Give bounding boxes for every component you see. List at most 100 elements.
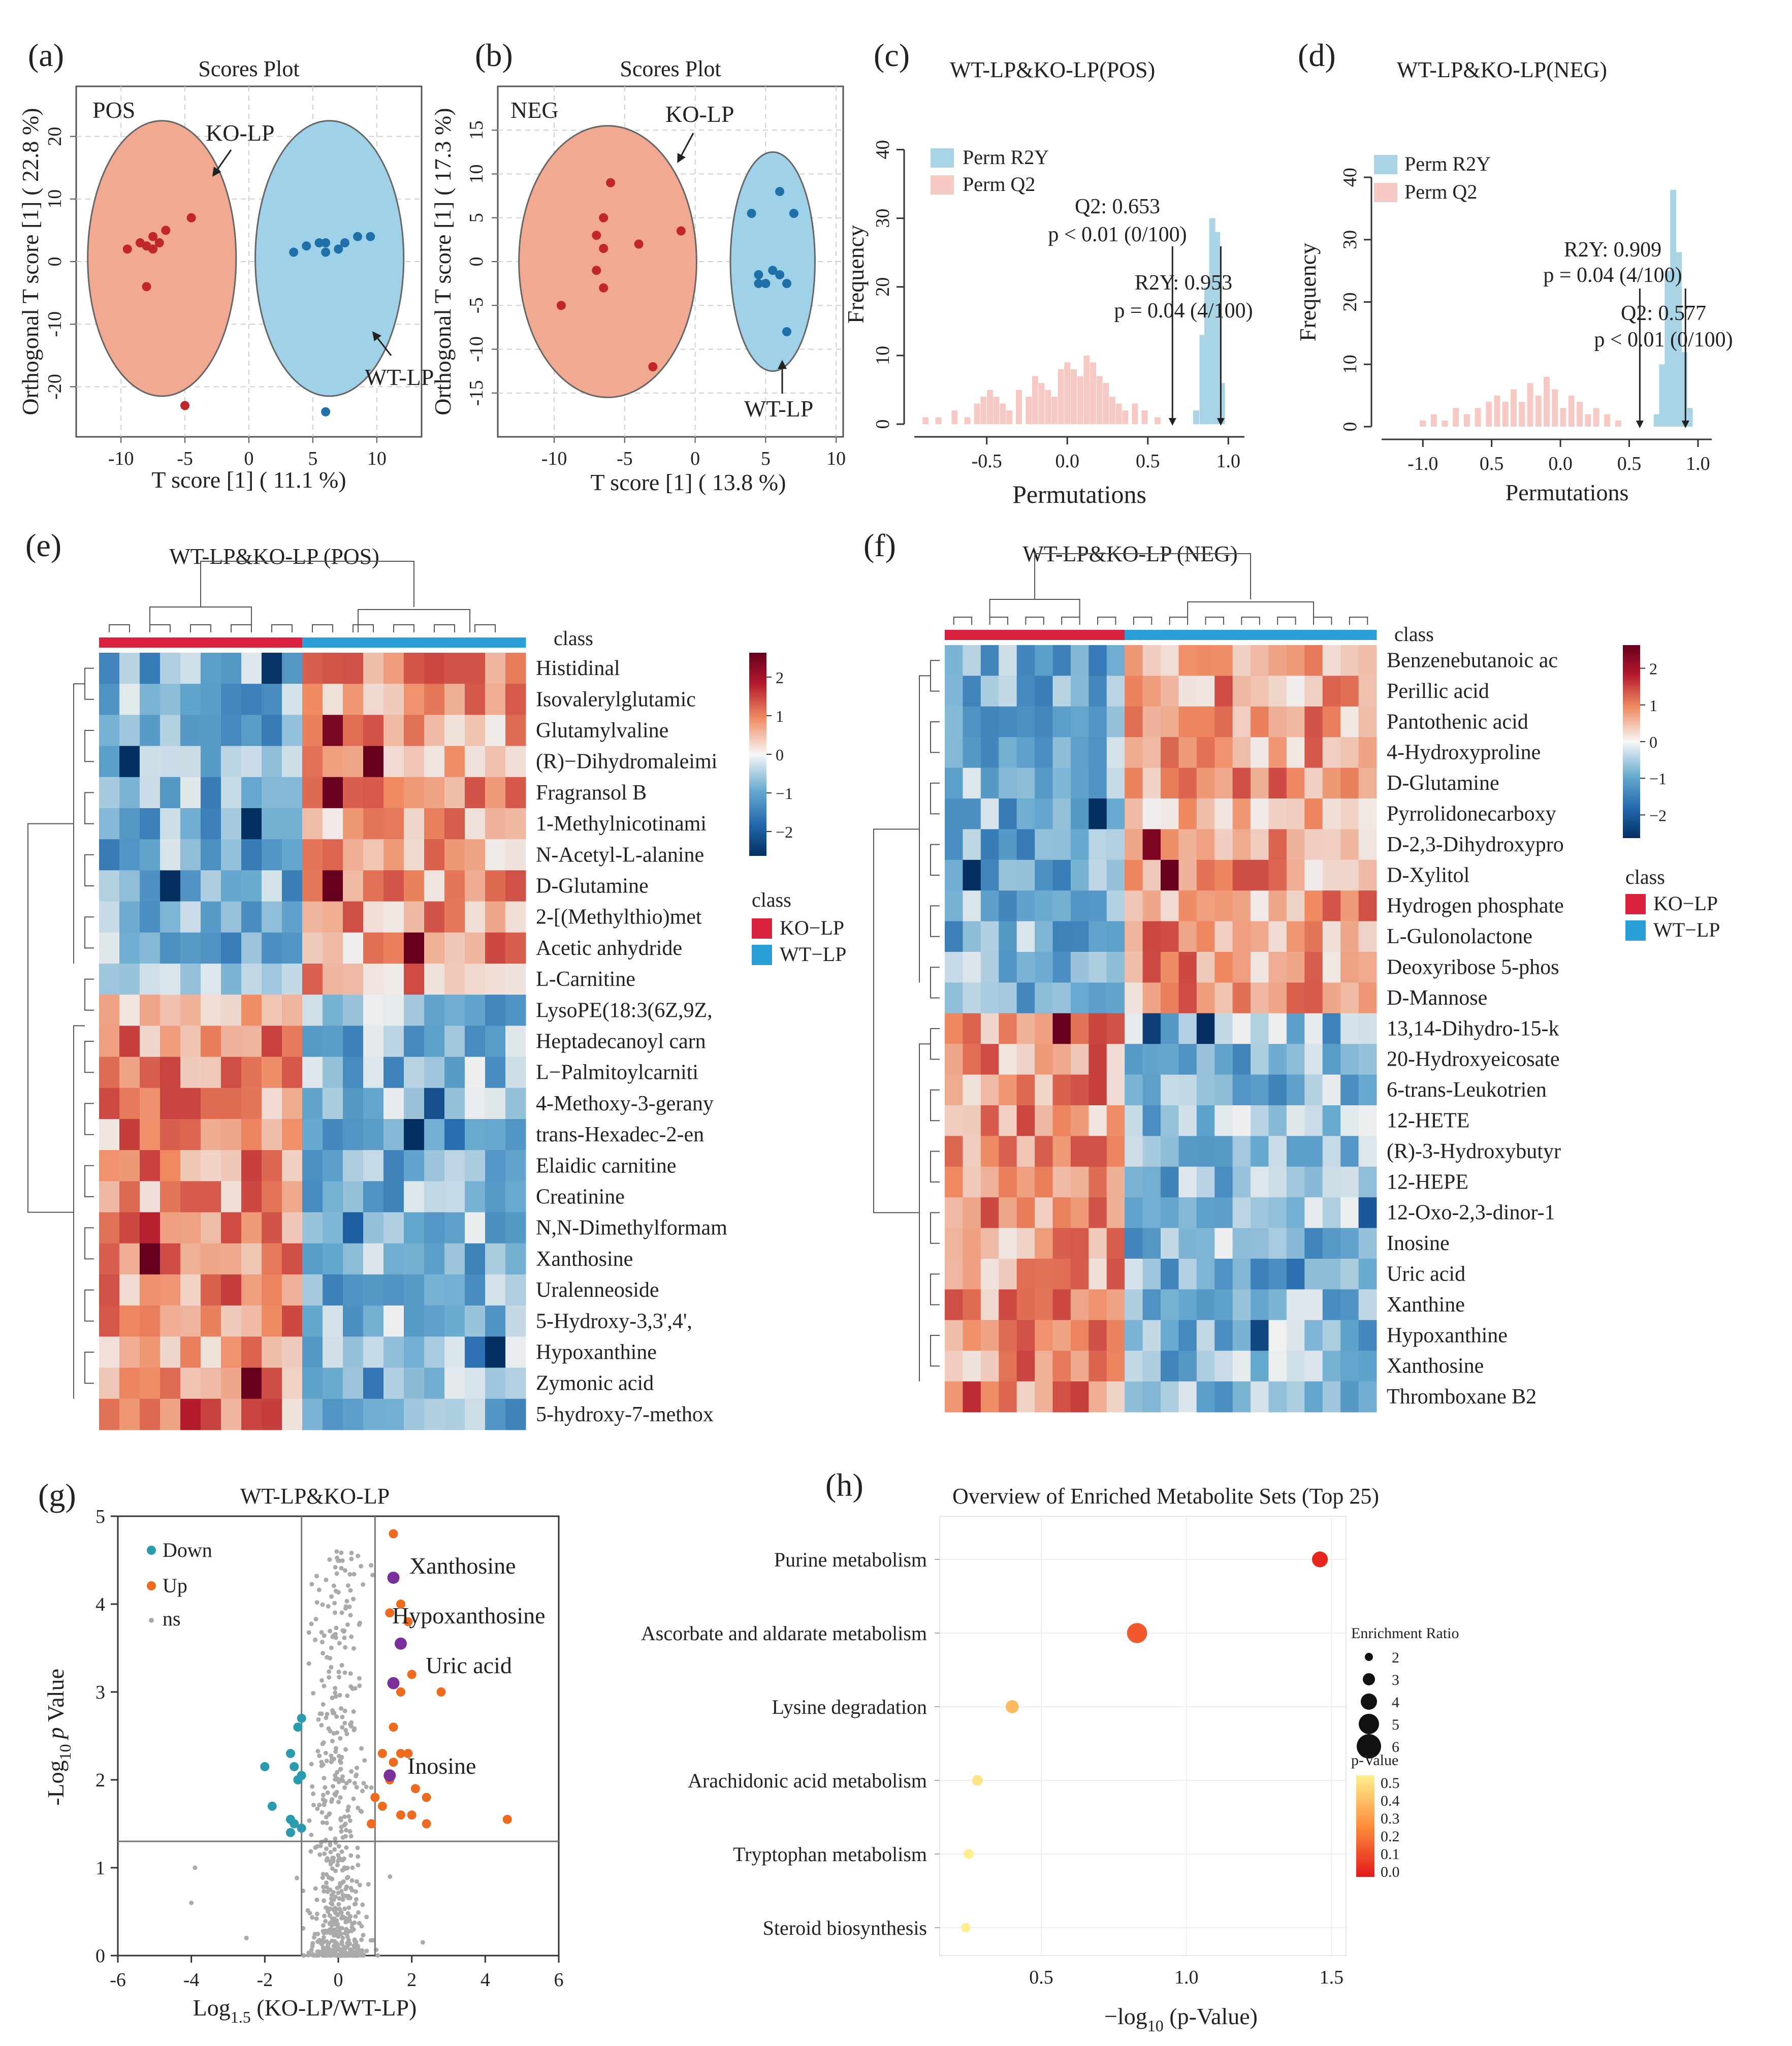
panel-h-size-legend-dot: [1363, 1673, 1375, 1685]
panel-e-cell: [241, 1057, 262, 1089]
panel-f-cell: [1232, 1228, 1251, 1259]
panel-g-ns-point: [341, 1950, 346, 1955]
panel-e-class-cell: [302, 637, 323, 648]
panel-g-ns-point: [330, 1739, 335, 1744]
panel-f-cell: [1340, 1013, 1359, 1044]
panel-f-col-dendrogram: [953, 553, 1368, 625]
panel-e-cell: [221, 1367, 242, 1399]
panel-e-cell: [201, 684, 221, 715]
panel-f-cell: [1340, 952, 1359, 983]
panel-f-cell: [963, 1044, 981, 1075]
panel-e-cell: [180, 964, 201, 995]
panel-f-cell: [1035, 706, 1053, 738]
panel-f-cell: [1161, 1074, 1179, 1106]
panel-f-cell: [980, 706, 999, 738]
panel-e-row-label: Isovalerylglutamic: [536, 688, 696, 711]
panel-d-ytick-label: 0: [1339, 422, 1361, 432]
panel-h-size-legend-label: 2: [1392, 1649, 1399, 1666]
panel-e-cell: [99, 1243, 120, 1275]
panel-f-cell: [1142, 1289, 1161, 1321]
panel-f-cell: [1035, 798, 1053, 829]
panel-f-cell: [999, 1197, 1017, 1229]
panel-e-cell: [485, 995, 506, 1026]
panel-f-cell: [1070, 1074, 1089, 1106]
panel-c-r2y-p: p = 0.04 (4/100): [1114, 299, 1253, 323]
panel-d-q2-bar: [1494, 395, 1500, 427]
panel-e-cell: [201, 777, 221, 809]
panel-e-cell: [241, 777, 262, 809]
panel-g-ns-point: [332, 1601, 337, 1606]
panel-f-cell: [1106, 890, 1125, 922]
panel-a-xlabel: T score [1] ( 11.1 %): [151, 467, 346, 493]
panel-f-class-cell: [1358, 630, 1377, 640]
panel-d-legend-q2: Perm Q2: [1404, 180, 1477, 203]
panel-g-ns-point: [364, 1784, 369, 1789]
panel-g-ns-point: [337, 1896, 342, 1901]
panel-g-ns-point: [337, 1953, 342, 1958]
panel-f-cell: [980, 676, 999, 707]
panel-g-ns-point: [324, 1884, 329, 1890]
panel-f-cell: [1304, 921, 1323, 952]
panel-e-cell: [323, 1057, 343, 1089]
panel-f-class-cell: [1125, 630, 1143, 640]
panel-g-ns-point: [319, 1711, 324, 1716]
panel-g-ns-point: [353, 1952, 358, 1957]
panel-g-ns-point: [331, 1731, 336, 1736]
panel-e-cell: [180, 653, 201, 684]
panel-f-cell: [1304, 1105, 1323, 1136]
panel-e-cell: [221, 870, 242, 902]
panel-f-cell: [1322, 1381, 1341, 1413]
panel-g-highlight-point: [387, 1572, 400, 1584]
panel-f-cell: [1322, 1197, 1341, 1229]
panel-g-ns-point: [351, 1646, 357, 1651]
panel-f-cell: [1214, 798, 1233, 829]
panel-e-cell: [424, 1367, 445, 1399]
panel-e-cell: [140, 1367, 161, 1399]
panel-e-row-label: Uralenneoside: [536, 1278, 659, 1302]
panel-e-cell: [140, 839, 161, 871]
panel-f-cell: [1161, 982, 1179, 1014]
panel-f-cell: [1304, 1074, 1323, 1106]
panel-e-cell: [363, 1088, 384, 1120]
panel-f-cell: [1286, 952, 1305, 983]
panel-f-cell: [1196, 1320, 1215, 1351]
panel-f-cell: [1286, 829, 1305, 860]
panel-e-cell: [323, 1398, 343, 1430]
panel-e-cell: [383, 1274, 404, 1306]
panel-e-cell: [221, 746, 242, 778]
panel-f-cell: [980, 1166, 999, 1198]
panel-g-ns-point: [332, 1939, 337, 1944]
panel-g-legend-ns-marker: [149, 1618, 154, 1623]
panel-g-up-point: [407, 1670, 417, 1679]
panel-g-ns-point: [333, 1868, 338, 1873]
panel-e-cell: [282, 715, 303, 747]
panel-f-cell: [1196, 798, 1215, 829]
panel-f-cell: [1161, 829, 1179, 860]
panel-g-ns-point: [333, 1635, 338, 1640]
panel-e-cell: [363, 1398, 384, 1430]
panel-f-cell: [1268, 1044, 1287, 1075]
panel-e-cell: [140, 746, 161, 778]
panel-f-cell: [1125, 1044, 1143, 1075]
panel-a-ko-point: [148, 232, 158, 241]
panel-e-cell: [201, 1088, 221, 1120]
panel-e-cell: [282, 1088, 303, 1120]
panel-g-ns-point: [330, 1696, 335, 1701]
panel-e-row-label: Zymonic acid: [536, 1372, 654, 1395]
panel-f-cell: [945, 1166, 963, 1198]
panel-f-cell: [980, 982, 999, 1014]
panel-f-cell: [1196, 1381, 1215, 1413]
panel-f-cell: [1161, 1166, 1179, 1198]
panel-f-cell: [1035, 1259, 1053, 1290]
panel-e-cell: [424, 715, 445, 747]
panel-g-ns-point: [306, 1661, 311, 1666]
panel-f-cell: [1322, 1013, 1341, 1044]
panel-e-cell: [424, 1212, 445, 1244]
panel-f-cell: [1196, 1013, 1215, 1044]
panel-d-r2y-bar: [1659, 364, 1666, 427]
panel-e-cell: [302, 995, 323, 1026]
panel-f-cell: [1232, 859, 1251, 891]
panel-f-cell: [1322, 1074, 1341, 1106]
panel-e-cell: [363, 1367, 384, 1399]
panel-f-row-label: D-Glutamine: [1387, 772, 1499, 795]
